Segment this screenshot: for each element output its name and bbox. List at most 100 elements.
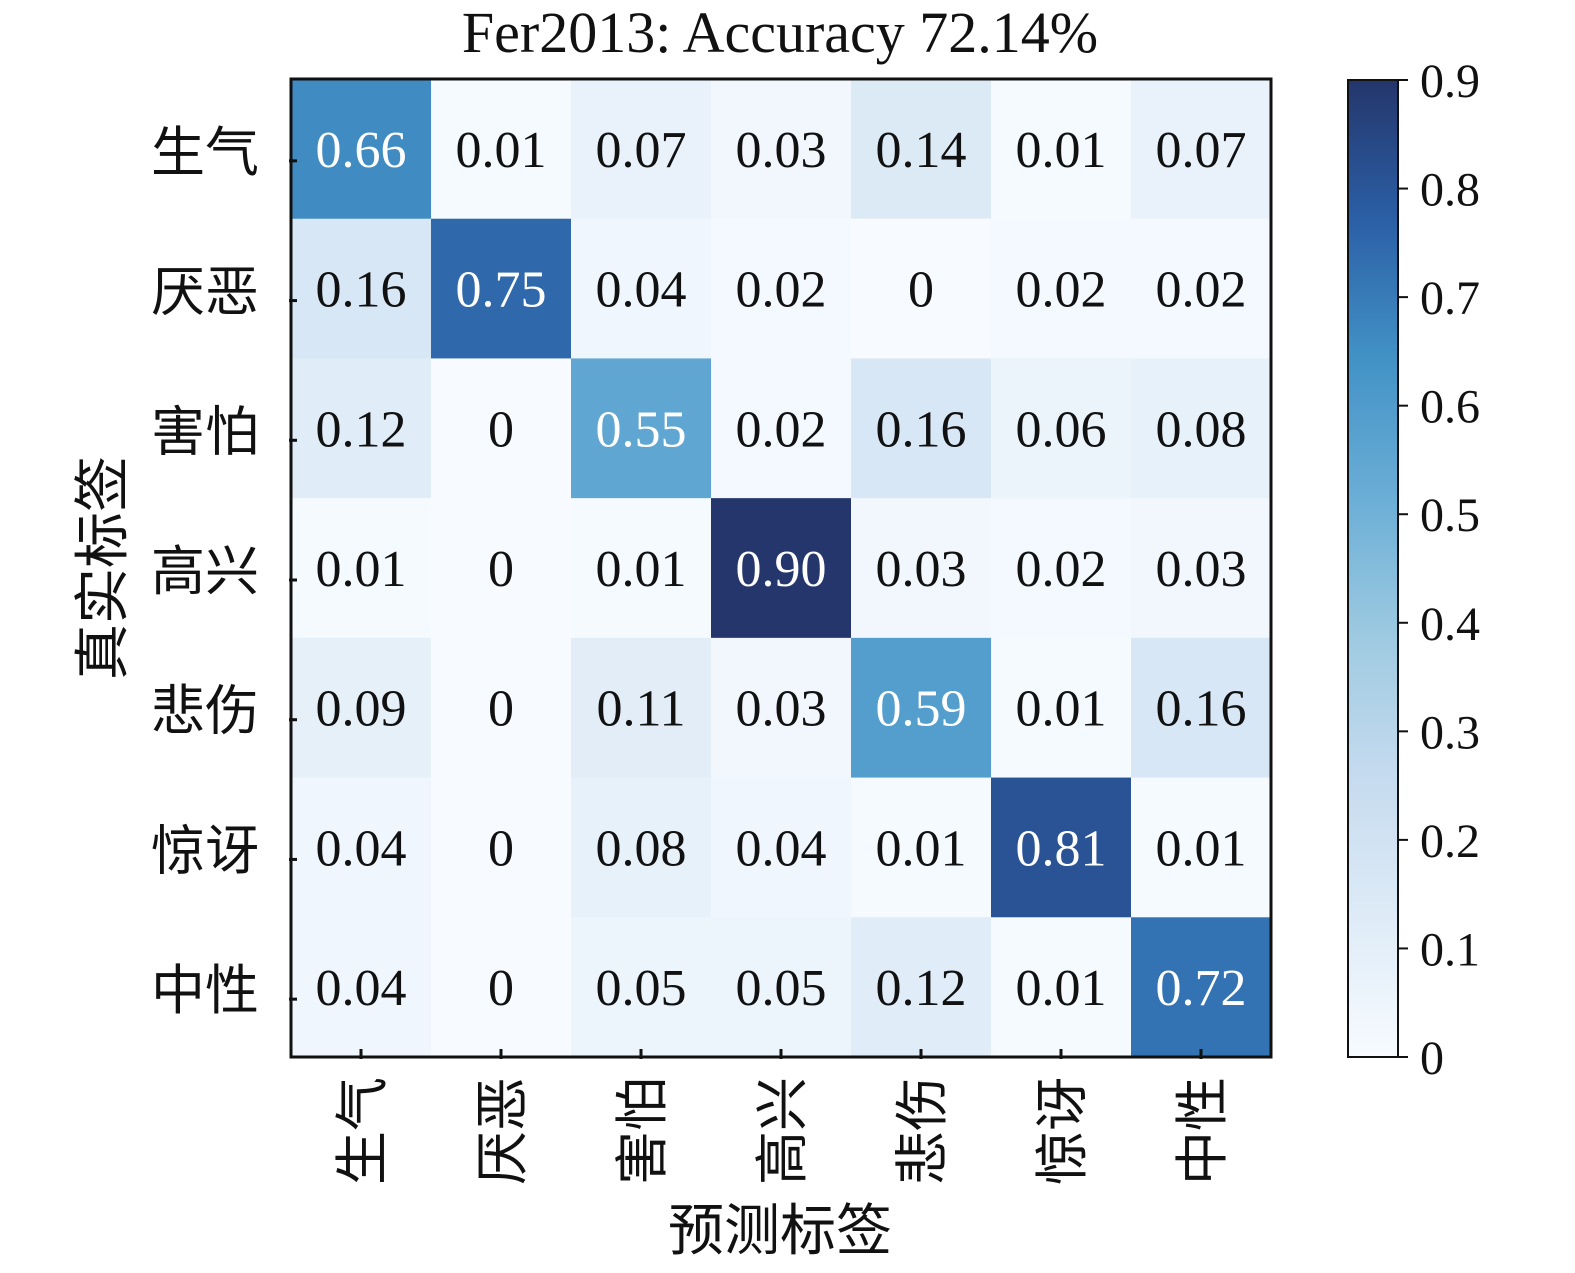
heatmap-cell	[711, 637, 852, 779]
cell-value-label: 0.01	[456, 122, 547, 179]
cell-value-label: 0.02	[736, 262, 827, 319]
colorbar-tick-label: 0.4	[1420, 598, 1480, 651]
cell-value-label: 0.66	[316, 122, 407, 179]
heatmap-cell	[711, 218, 852, 360]
cell-value-label: 0.09	[316, 681, 407, 738]
heatmap-cell	[851, 358, 992, 499]
y-tick-label: 厌恶	[151, 263, 259, 323]
colorbar-tick-label: 0.9	[1420, 55, 1480, 108]
x-tick-label: 高兴	[753, 1077, 813, 1185]
cell-value-label: 0.12	[876, 960, 967, 1017]
cell-value-label: 0.07	[1156, 122, 1247, 179]
heatmap-cell	[291, 637, 432, 779]
colorbar-tick-label: 0.1	[1420, 923, 1480, 976]
cell-value-label: 0.11	[596, 681, 685, 738]
heatmap-cell	[851, 498, 992, 639]
heatmap-cell	[991, 777, 1132, 918]
cell-value-label: 0.01	[1156, 820, 1247, 877]
heatmap-cell	[291, 917, 432, 1058]
cell-value-label: 0.08	[1156, 401, 1247, 458]
heatmap-cells	[291, 79, 1272, 1058]
cell-value-label: 0.03	[1156, 541, 1247, 598]
cell-value-label: 0	[488, 960, 514, 1017]
colorbar-tick-label: 0.2	[1420, 815, 1480, 868]
y-tick-label: 高兴	[151, 542, 259, 602]
cell-value-label: 0	[488, 681, 514, 738]
heatmap-cell	[851, 777, 992, 918]
heatmap-cell	[571, 498, 712, 639]
heatmap-cell	[291, 79, 432, 220]
cell-value-label: 0.01	[596, 541, 687, 598]
y-tick-label: 惊讶	[151, 821, 259, 881]
cell-value-label: 0.02	[1156, 262, 1247, 319]
cell-value-label: 0.04	[596, 262, 687, 319]
cell-value-label: 0.03	[736, 681, 827, 738]
cell-value-label: 0.90	[736, 541, 827, 598]
cell-value-label: 0.06	[1016, 401, 1107, 458]
heatmap-cell	[1131, 498, 1272, 639]
cell-value-label: 0.04	[316, 960, 407, 1017]
heatmap-cell	[291, 218, 432, 360]
colorbar-tick-label: 0.7	[1420, 272, 1480, 325]
cell-value-label: 0.08	[596, 820, 687, 877]
cell-value-label: 0.02	[1016, 541, 1107, 598]
cell-value-label: 0.16	[316, 262, 407, 319]
x-axis-label: 预测标签	[668, 1201, 892, 1263]
heatmap-cell	[1131, 79, 1272, 220]
heatmap-cell	[291, 358, 432, 499]
colorbar-tick-labels: 0 0.1 0.2 0.3 0.4 0.5 0.6 0.7 0.8 0.9	[1398, 55, 1480, 1085]
x-tick-label: 厌恶	[473, 1077, 533, 1185]
cell-value-label: 0.02	[736, 401, 827, 458]
cell-value-label: 0.14	[876, 122, 967, 179]
cell-value-label: 0.03	[876, 541, 967, 598]
heatmap-cell	[571, 917, 712, 1058]
colorbar-tick-label: 0.3	[1420, 706, 1480, 759]
heatmap-cell	[711, 79, 852, 220]
cell-value-label: 0	[488, 401, 514, 458]
heatmap-cell	[571, 637, 712, 779]
cell-value-label: 0	[488, 541, 514, 598]
heatmap-cell	[851, 218, 992, 360]
heatmap-cell	[1131, 777, 1272, 918]
heatmap-cell	[571, 777, 712, 918]
heatmap-cell	[431, 79, 572, 220]
x-tick-label: 生气	[333, 1077, 393, 1185]
cell-value-label: 0.01	[1016, 122, 1107, 179]
heatmap-cell	[1131, 218, 1272, 360]
colorbar	[1347, 79, 1399, 1058]
y-tick-label: 生气	[151, 123, 259, 183]
heatmap-cell	[1131, 637, 1272, 779]
heatmap-cell	[991, 637, 1132, 779]
y-axis-label: 真实标签	[73, 456, 135, 680]
heatmap-cell	[1131, 358, 1272, 499]
x-tick-labels: 生气 厌恶 害怕 高兴 悲伤 惊讶 中性	[333, 1049, 1233, 1185]
y-tick-label: 中性	[151, 961, 259, 1021]
cell-value-label: 0.03	[736, 122, 827, 179]
heatmap-cell	[291, 777, 432, 918]
heatmap-cell	[711, 358, 852, 499]
colorbar-tick-label: 0.5	[1420, 489, 1480, 542]
cell-value-label: 0.05	[596, 960, 687, 1017]
cell-value-label: 0.55	[596, 401, 687, 458]
cell-value-label: 0.02	[1016, 262, 1107, 319]
heatmap-cell	[991, 917, 1132, 1058]
cell-value-label: 0.01	[316, 541, 407, 598]
cell-value-label: 0.59	[876, 681, 967, 738]
cell-value-label: 0.07	[596, 122, 687, 179]
heatmap-cell	[571, 218, 712, 360]
heatmap-cell	[851, 79, 992, 220]
colorbar-tick-label: 0.8	[1420, 164, 1480, 217]
cell-value-label: 0.04	[316, 820, 407, 877]
cell-value-label: 0.16	[876, 401, 967, 458]
x-tick-label: 惊讶	[1033, 1077, 1093, 1185]
heatmap-cell	[571, 358, 712, 499]
chart-title: Fer2013: Accuracy 72.14%	[462, 0, 1098, 65]
heatmap-cell	[991, 498, 1132, 639]
cell-value-label: 0	[908, 262, 934, 319]
cell-value-label: 0.72	[1156, 960, 1247, 1017]
heatmap-cell	[1131, 917, 1272, 1058]
cell-value-label: 0.16	[1156, 681, 1247, 738]
heatmap-cell	[431, 358, 572, 499]
heatmap-cell	[851, 917, 992, 1058]
